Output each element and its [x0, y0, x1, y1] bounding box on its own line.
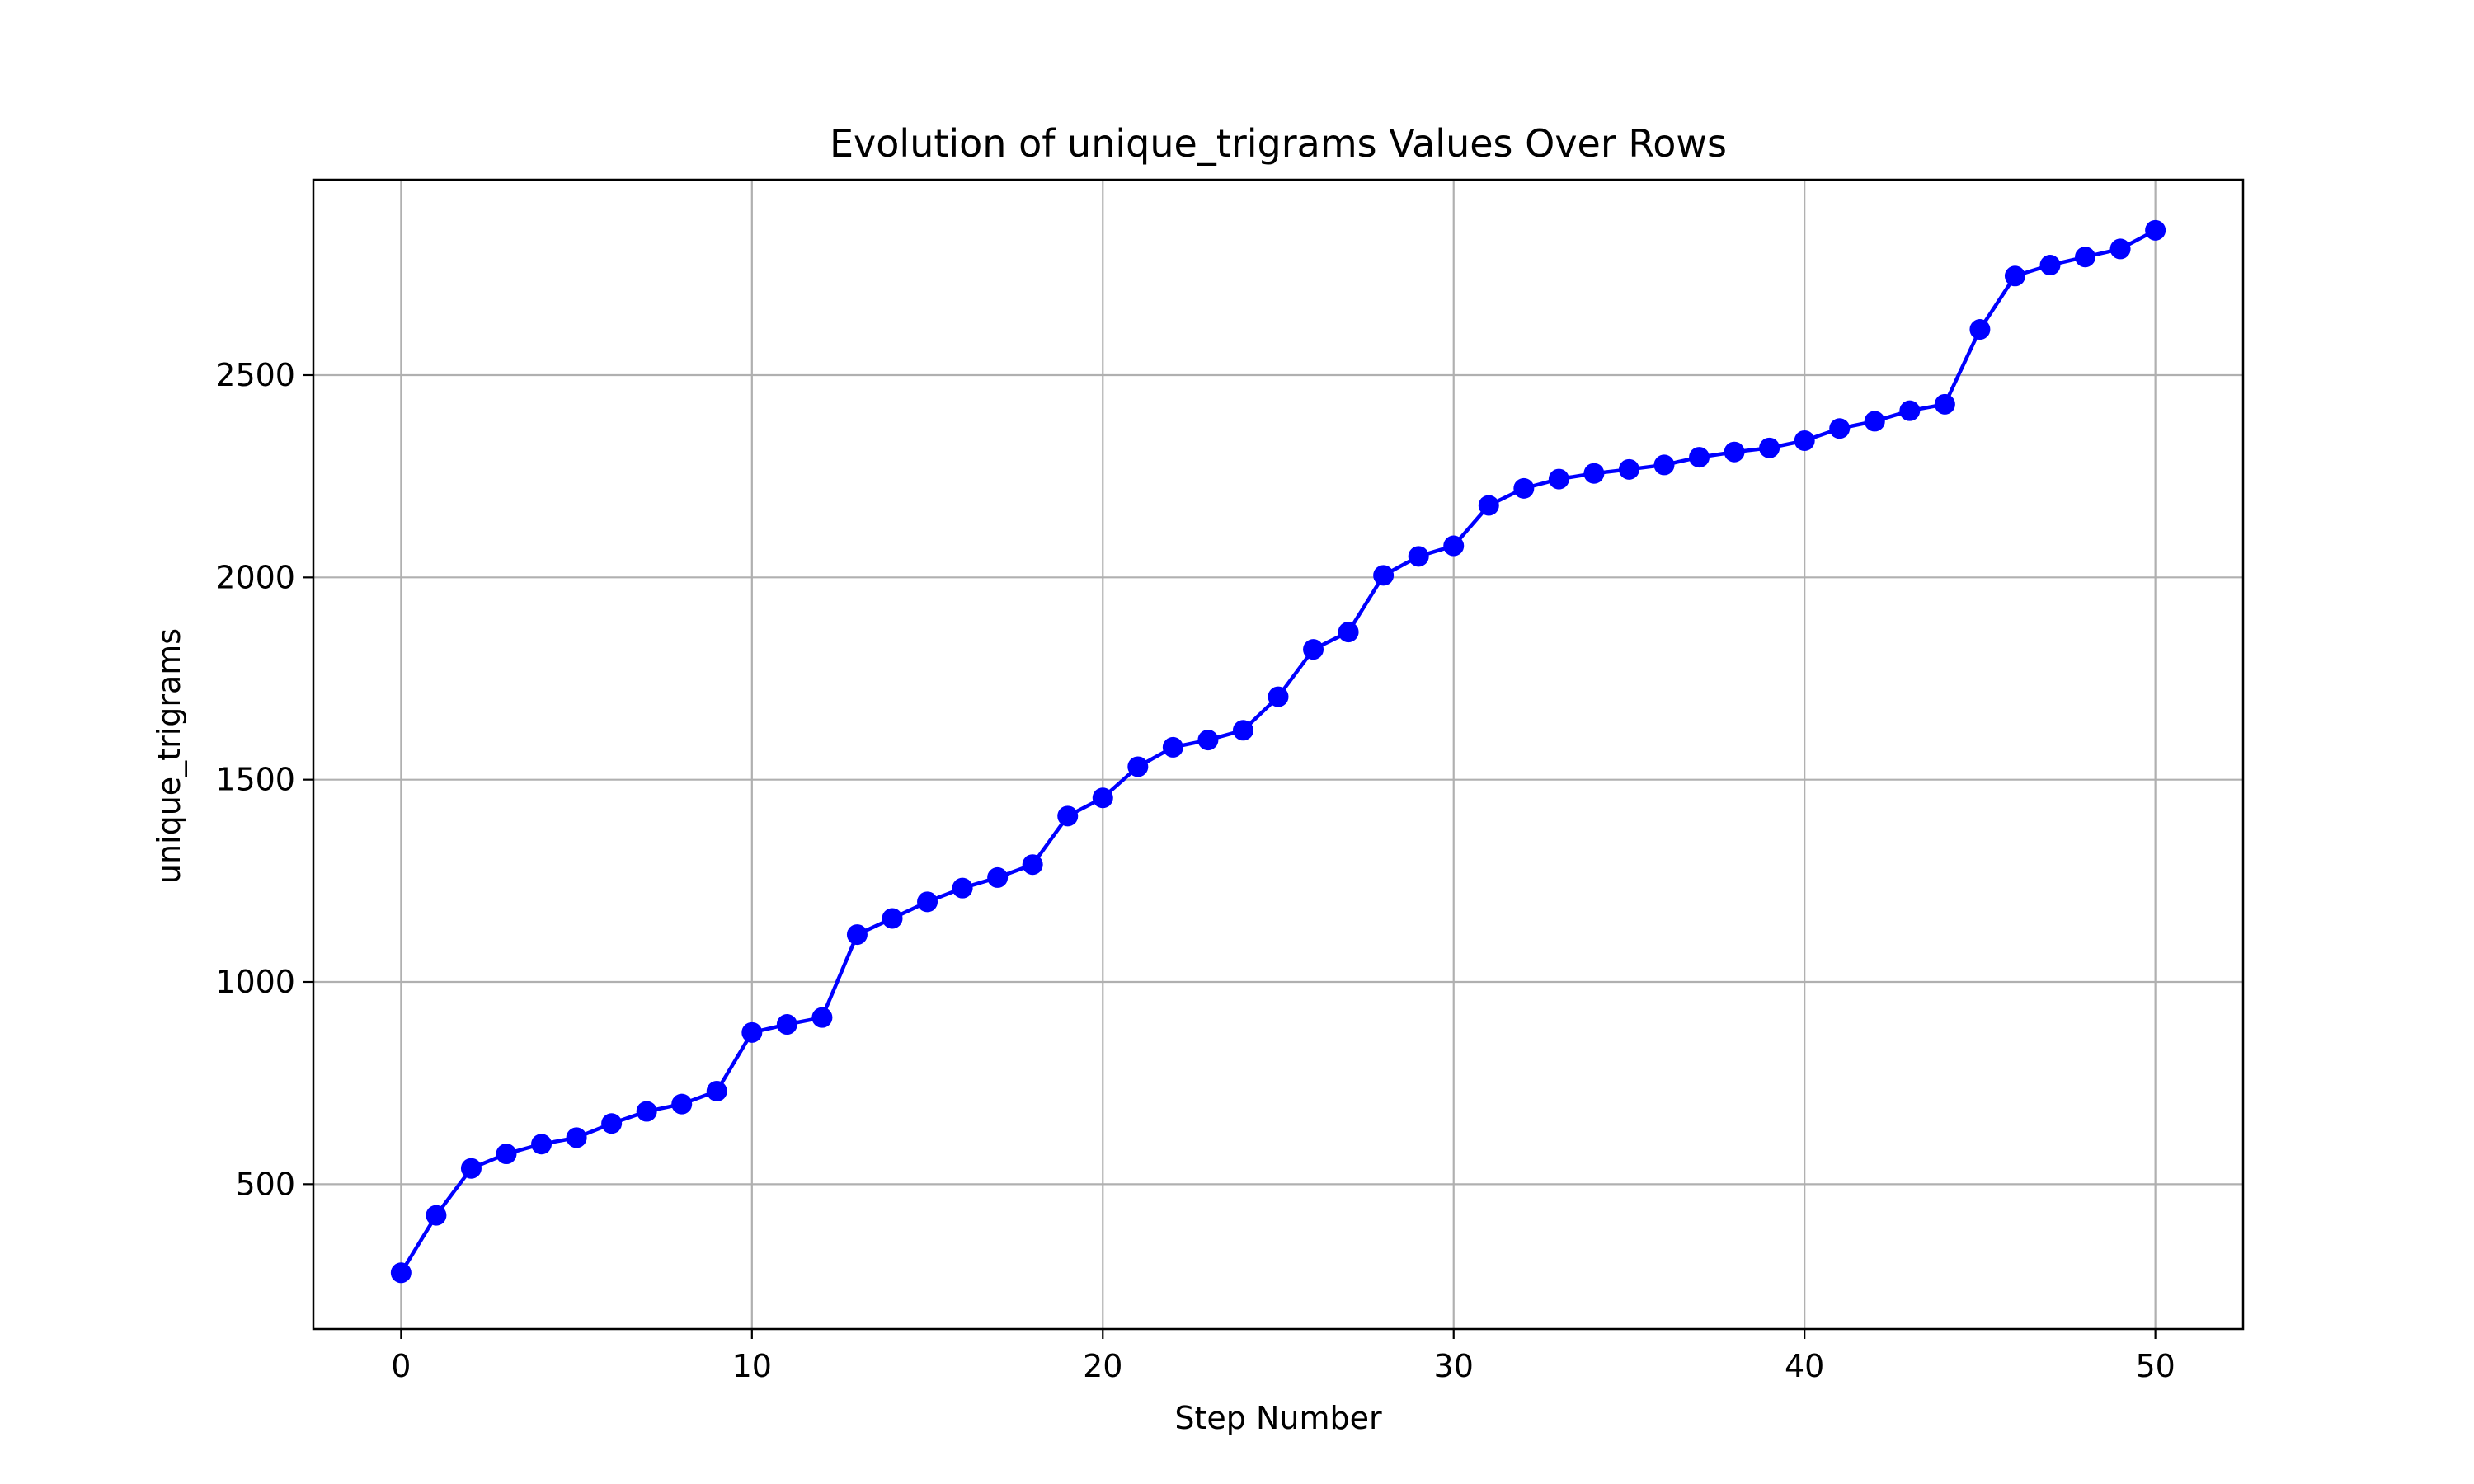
chart-title: Evolution of unique_trigrams Values Over…: [830, 121, 1727, 166]
data-point: [706, 1080, 727, 1101]
data-point: [741, 1021, 763, 1043]
y-tick-label: 1000: [215, 964, 295, 1000]
x-tick-label: 30: [1434, 1348, 1474, 1384]
data-point: [496, 1144, 517, 1165]
data-point: [566, 1127, 587, 1148]
x-tick-label: 20: [1083, 1348, 1122, 1384]
data-point: [1127, 756, 1149, 777]
series-layer: [390, 219, 2166, 1284]
data-point: [531, 1134, 553, 1155]
data-point: [1303, 639, 1324, 660]
x-axis-ticks: 0 10 20 30 40 50: [391, 1329, 2175, 1384]
y-tick-label: 500: [235, 1166, 295, 1202]
data-point: [2075, 247, 2096, 268]
data-point: [1443, 535, 1465, 556]
x-tick-label: 10: [732, 1348, 772, 1384]
data-point: [2004, 265, 2025, 287]
data-point: [1162, 736, 1183, 758]
data-point: [1408, 546, 1429, 567]
plot-frame: [312, 178, 2245, 1331]
data-point: [2039, 255, 2061, 276]
x-axis-label: Step Number: [1174, 1400, 1382, 1436]
data-point: [952, 877, 973, 899]
data-point: [846, 924, 868, 946]
data-point: [2109, 238, 2131, 260]
data-point: [1232, 720, 1253, 741]
y-tick-label: 2500: [215, 357, 295, 393]
data-point: [1057, 805, 1079, 827]
data-point: [460, 1158, 482, 1179]
y-tick-label: 1500: [215, 762, 295, 798]
grid-lines: [313, 180, 2243, 1329]
data-point: [1268, 686, 1289, 707]
y-tick-label: 2000: [215, 559, 295, 595]
data-point: [1583, 463, 1605, 484]
data-point: [636, 1101, 657, 1122]
data-point: [1794, 430, 1815, 451]
data-point: [1829, 418, 1851, 439]
x-tick-label: 50: [2135, 1348, 2175, 1384]
data-point: [601, 1113, 623, 1134]
data-point: [811, 1007, 833, 1028]
data-point: [1934, 393, 1955, 415]
data-point: [987, 866, 1009, 888]
data-point: [1092, 787, 1113, 809]
x-tick-label: 40: [1785, 1348, 1824, 1384]
data-point: [2145, 219, 2166, 241]
data-point: [1759, 437, 1780, 458]
data-point: [1689, 447, 1710, 468]
data-point: [1513, 477, 1535, 499]
data-point: [1969, 319, 1991, 340]
y-axis-label: unique_trigrams: [151, 628, 187, 884]
data-point: [882, 908, 903, 929]
data-point: [1373, 565, 1395, 586]
data-point: [1022, 854, 1043, 876]
data-point: [1618, 458, 1639, 480]
data-point: [671, 1093, 693, 1115]
data-point: [776, 1014, 797, 1036]
data-point: [1724, 441, 1745, 463]
data-point: [390, 1262, 412, 1284]
data-point: [1548, 468, 1569, 490]
data-point: [1653, 454, 1675, 476]
data-point: [1899, 400, 1921, 421]
data-point: [1197, 730, 1219, 751]
data-point: [1338, 622, 1359, 643]
data-point: [917, 891, 938, 913]
data-point: [1478, 495, 1499, 516]
data-point: [426, 1205, 447, 1226]
y-axis-ticks: 500 1000 1500 2000 2500: [215, 357, 313, 1202]
x-tick-label: 0: [391, 1348, 411, 1384]
data-point: [1864, 411, 1885, 432]
